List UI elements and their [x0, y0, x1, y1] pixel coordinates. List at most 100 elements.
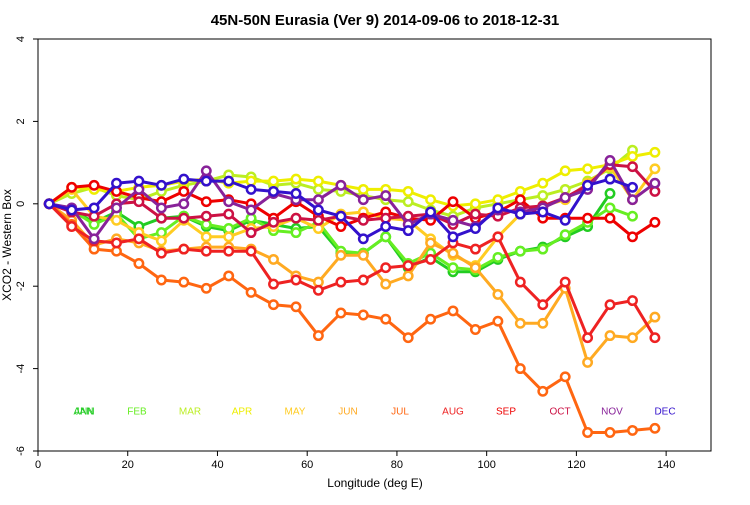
data-point [66, 204, 78, 216]
data-point [492, 231, 504, 243]
data-point [357, 309, 369, 321]
data-point [469, 223, 481, 234]
y-tick-label: 4 [15, 36, 27, 42]
data-point [245, 286, 257, 298]
data-point [402, 332, 414, 344]
legend-label-apr: APR [232, 407, 253, 418]
data-point [604, 202, 616, 214]
data-point [649, 146, 661, 158]
data-point [604, 299, 616, 311]
data-point [582, 356, 594, 368]
data-point [447, 247, 459, 259]
data-point [357, 233, 369, 245]
data-point [402, 260, 414, 272]
data-point [447, 196, 459, 208]
data-point [627, 210, 638, 222]
data-point [335, 307, 347, 319]
x-tick-label: 80 [391, 459, 403, 471]
data-point [604, 173, 616, 185]
y-axis: -6 -4 -2 0 2 4 [15, 36, 38, 456]
data-point [447, 231, 459, 243]
data-point [312, 204, 324, 216]
data-point [155, 235, 167, 247]
data-point [133, 233, 145, 245]
data-point [223, 245, 235, 257]
data-point [559, 229, 571, 241]
data-point [649, 163, 661, 175]
data-point [649, 422, 661, 434]
data-point [178, 212, 190, 224]
data-point [133, 196, 145, 208]
data-point [447, 262, 459, 274]
x-tick-label: 20 [122, 459, 134, 471]
data-point [111, 214, 122, 226]
data-point [537, 206, 549, 218]
data-point [627, 194, 638, 206]
data-point [178, 198, 190, 210]
x-axis-title: Longitude (deg E) [327, 476, 422, 490]
legend-label-jul: JUL [391, 407, 409, 418]
data-point [335, 249, 347, 261]
data-point [380, 262, 392, 274]
data-point [582, 163, 594, 175]
x-tick-label: 120 [567, 459, 585, 471]
data-point [268, 175, 279, 187]
data-point [469, 324, 481, 335]
data-point [447, 305, 459, 317]
data-point [178, 243, 190, 255]
data-point [245, 245, 257, 257]
y-tick-label: 2 [15, 118, 27, 124]
data-point [514, 208, 526, 220]
data-point [425, 206, 437, 218]
data-point [492, 202, 504, 214]
data-point [111, 177, 122, 189]
data-point [649, 311, 661, 323]
data-point [559, 276, 571, 288]
legend-label-dec: DEC [654, 407, 675, 418]
series-line-nov [48, 159, 656, 241]
data-point [200, 210, 212, 222]
data-point [223, 208, 235, 220]
data-point [223, 196, 235, 208]
data-point [649, 177, 661, 189]
data-point [178, 185, 190, 197]
data-point [627, 150, 638, 162]
data-point [312, 330, 324, 342]
data-point [312, 194, 324, 206]
data-point [402, 225, 414, 237]
data-point [604, 427, 616, 438]
data-point [335, 276, 347, 288]
data-point [312, 214, 324, 226]
data-point [604, 155, 616, 166]
y-tick-label: 0 [15, 201, 27, 207]
data-point [380, 278, 392, 290]
legend-label-mar: MAR [179, 407, 201, 418]
data-point [447, 214, 459, 226]
data-point [155, 247, 167, 259]
data-point [357, 249, 369, 261]
legend-label-nov: NOV [601, 407, 623, 418]
data-point [268, 253, 279, 265]
data-point [380, 313, 392, 325]
data-point [88, 179, 100, 191]
data-point [425, 313, 437, 325]
data-point [559, 371, 571, 383]
chart-title: 45N-50N Eurasia (Ver 9) 2014-09-06 to 20… [211, 12, 560, 29]
data-point [492, 288, 504, 300]
data-point [290, 212, 302, 224]
data-point [200, 245, 212, 257]
data-point [537, 317, 549, 329]
data-point [537, 385, 549, 397]
data-point [268, 278, 279, 290]
data-point [402, 270, 414, 282]
legend-label-ann: ANN [73, 407, 94, 418]
data-point [268, 216, 279, 228]
y-axis-title: XCO2 - Western Box [0, 189, 14, 301]
data-point [290, 188, 302, 199]
data-point [245, 227, 257, 239]
data-point [582, 332, 594, 344]
y-tick-label: -4 [15, 364, 27, 374]
y-tick-label: -6 [15, 446, 27, 456]
data-point [514, 317, 526, 329]
